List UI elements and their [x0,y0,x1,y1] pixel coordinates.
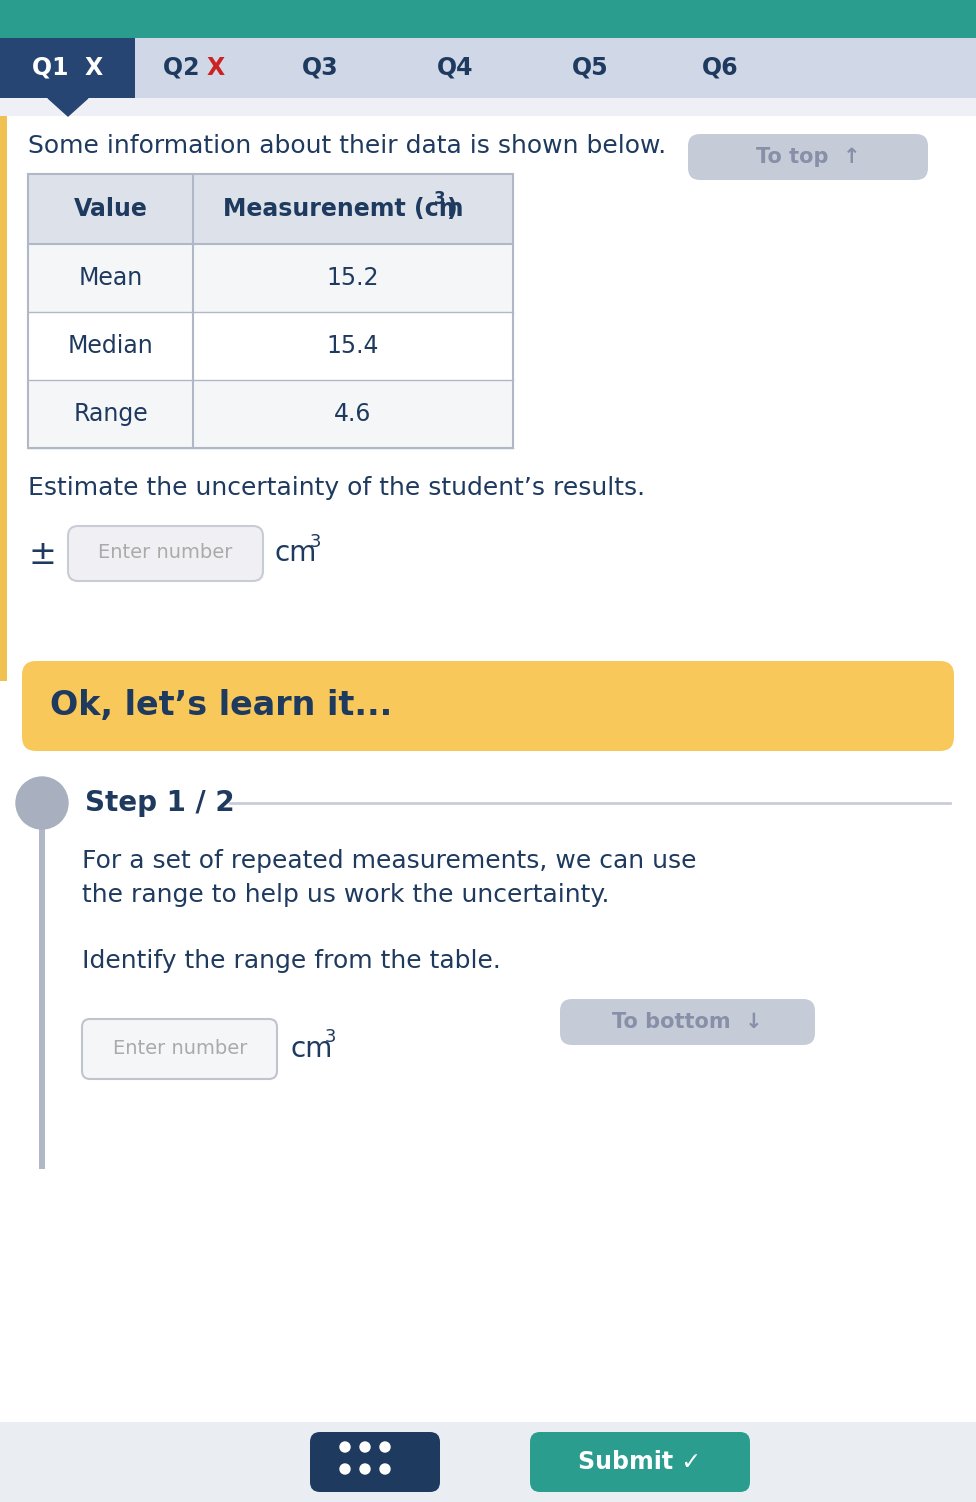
Text: Identify the range from the table.: Identify the range from the table. [82,949,501,973]
Text: Q3: Q3 [302,56,339,80]
FancyBboxPatch shape [22,661,954,751]
Bar [0,116,7,680]
Text: ±: ± [28,538,56,571]
Text: 3: 3 [325,1027,337,1045]
Text: X: X [207,56,225,80]
Text: Q4: Q4 [436,56,473,80]
Text: Some information about their data is shown below.: Some information about their data is sho… [28,134,667,158]
Text: cm: cm [275,539,317,566]
Circle shape [380,1442,390,1452]
Text: Submit ✓: Submit ✓ [579,1449,702,1473]
Text: 3: 3 [310,533,321,551]
Text: Q2: Q2 [163,56,207,80]
Text: Measurenemt (cm: Measurenemt (cm [223,197,464,221]
Bar [0,0,976,38]
Text: 15.4: 15.4 [327,333,380,357]
Text: Mean: Mean [78,266,142,290]
Bar [0,38,135,98]
FancyBboxPatch shape [560,999,815,1045]
Circle shape [340,1442,350,1452]
Text: Range: Range [73,403,148,427]
Text: the range to help us work the uncertainty.: the range to help us work the uncertaint… [82,883,609,907]
Text: cm: cm [290,1035,333,1063]
Text: ): ) [446,197,457,221]
Circle shape [360,1464,370,1473]
FancyBboxPatch shape [310,1431,440,1491]
FancyBboxPatch shape [82,1018,277,1078]
FancyBboxPatch shape [688,134,928,180]
Bar [0,38,976,98]
Text: Estimate the uncertainty of the student’s results.: Estimate the uncertainty of the student’… [28,476,645,500]
Text: To bottom  ↓: To bottom ↓ [612,1012,762,1032]
Bar [28,243,513,312]
Text: Median: Median [67,333,153,357]
Text: Q6: Q6 [702,56,738,80]
Text: Enter number: Enter number [113,1039,247,1059]
Text: 15.2: 15.2 [327,266,380,290]
Bar [28,380,513,448]
Text: Value: Value [73,197,147,221]
Bar [28,174,513,448]
Polygon shape [48,98,88,116]
Text: Q5: Q5 [572,56,608,80]
Text: Enter number: Enter number [98,544,232,563]
Text: Step 1 / 2: Step 1 / 2 [85,789,234,817]
Bar [0,1422,976,1502]
FancyBboxPatch shape [68,526,263,581]
Circle shape [340,1464,350,1473]
FancyBboxPatch shape [530,1431,750,1491]
Circle shape [360,1442,370,1452]
Text: 4.6: 4.6 [335,403,372,427]
Text: Q1  X: Q1 X [32,56,103,80]
Bar [39,829,45,1169]
Bar [28,312,513,380]
Circle shape [380,1464,390,1473]
Text: Ok, let’s learn it...: Ok, let’s learn it... [50,689,392,722]
Circle shape [16,777,68,829]
Bar [28,174,513,243]
Text: 3: 3 [434,189,446,207]
Text: For a set of repeated measurements, we can use: For a set of repeated measurements, we c… [82,849,697,873]
Text: To top  ↑: To top ↑ [755,147,860,167]
